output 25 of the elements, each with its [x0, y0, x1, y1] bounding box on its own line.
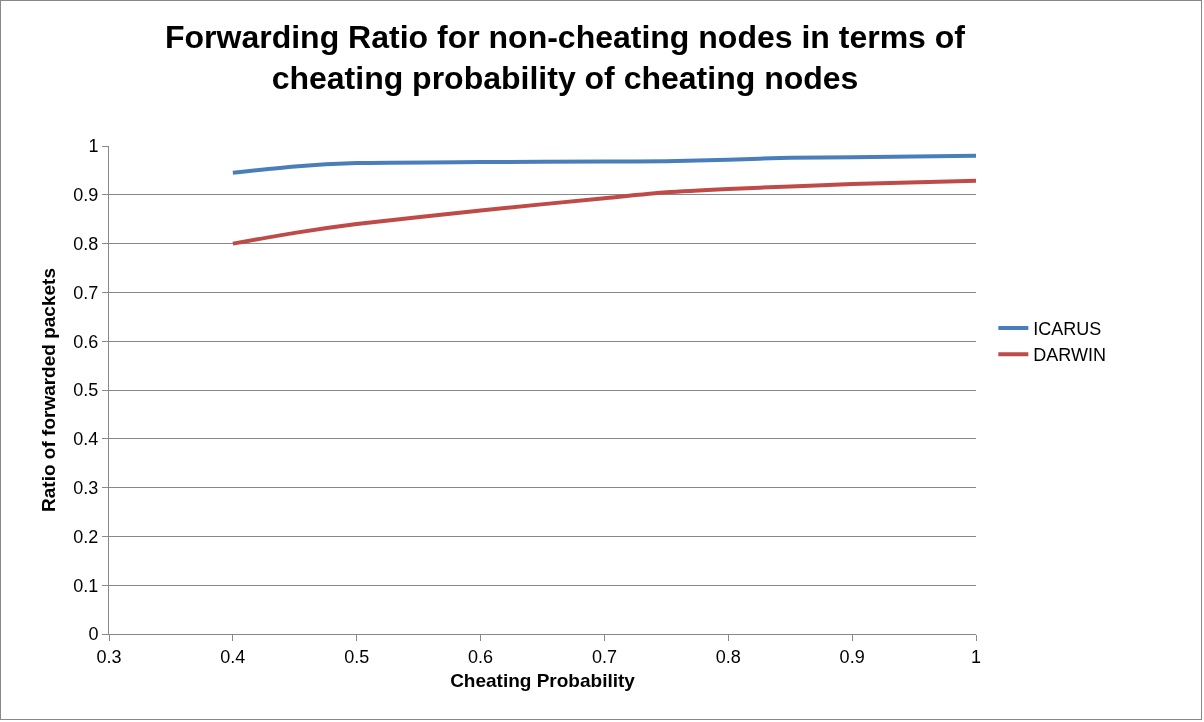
y-axis-title: Ratio of forwarded packets	[38, 268, 60, 512]
y-tick-label: 0.9	[73, 185, 99, 206]
y-tick-label: 1	[88, 136, 99, 157]
line-series	[230, 153, 976, 175]
x-tick-label: 0.9	[839, 646, 865, 667]
y-tick-label: 0.7	[73, 282, 99, 303]
y-tick-label: 0.1	[73, 575, 99, 596]
y-tick-label: 0.2	[73, 526, 99, 547]
y-tick-label: 0	[88, 624, 99, 645]
y-tick-label: 0.6	[73, 331, 99, 352]
legend-label: ICARUS	[1033, 318, 1102, 339]
y-tick-label: 0.5	[73, 380, 99, 401]
y-tick-label: 0.3	[73, 477, 99, 498]
x-tick-label: 0.7	[591, 646, 617, 667]
line-series	[230, 178, 976, 246]
x-tick-label: 1	[970, 646, 982, 667]
y-tick-label: 0.8	[73, 233, 99, 254]
y-tick-label: 0.4	[73, 429, 99, 450]
x-tick-label: 0.5	[344, 646, 370, 667]
x-tick-label: 0.6	[468, 646, 494, 667]
x-tick-label: 0.8	[715, 646, 741, 667]
x-tick-label: 0.4	[220, 646, 246, 667]
x-axis-title: Cheating Probability	[450, 670, 636, 692]
chart-title: Forwarding Ratio for non-cheating nodes in terms of cheating probability of cheating nodes	[164, 18, 966, 97]
legend-label: DARWIN	[1033, 345, 1107, 366]
